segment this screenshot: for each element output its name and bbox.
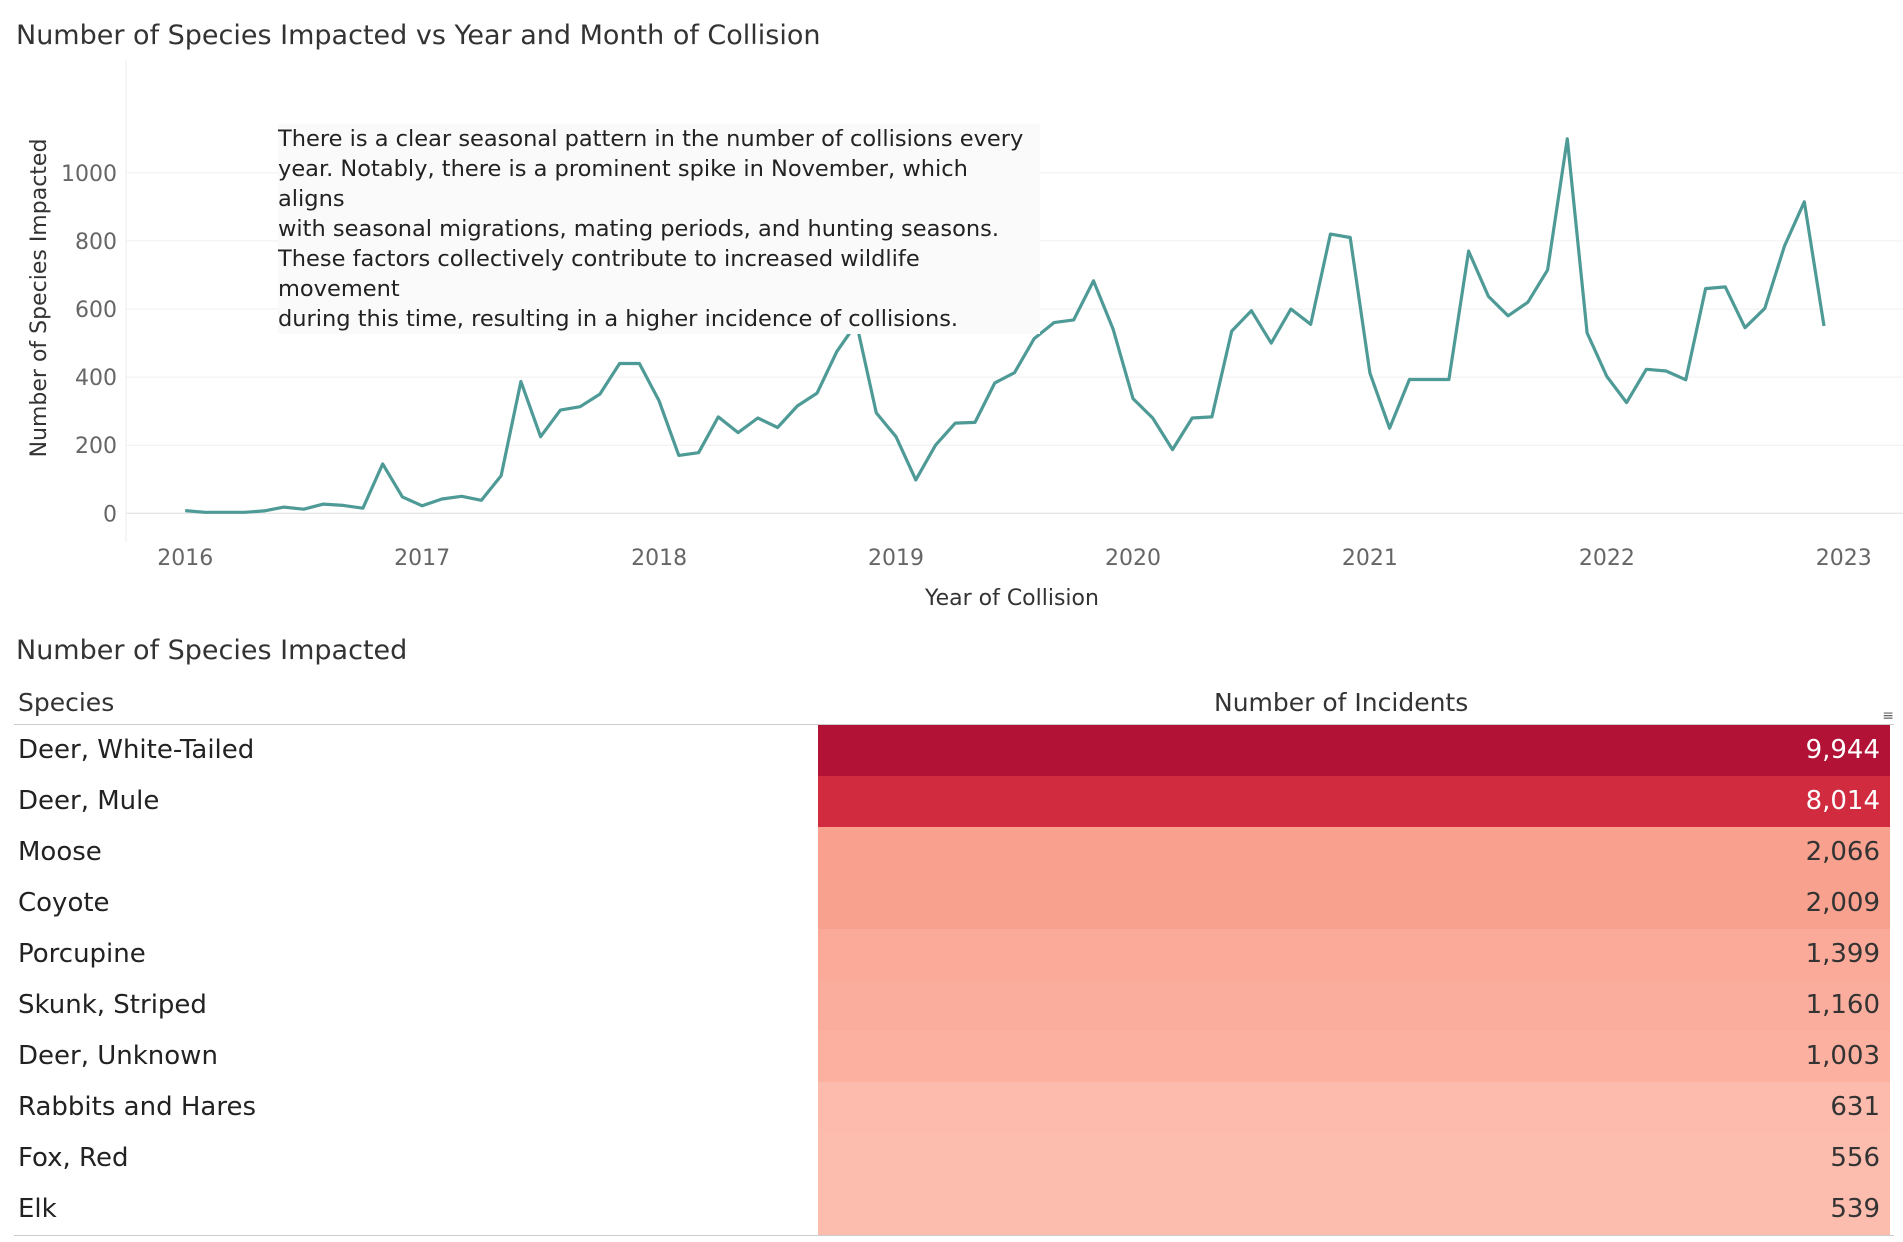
incident-count: 556: [1830, 1143, 1880, 1173]
incident-color-cell: [818, 980, 1890, 1031]
incident-color-cell: [818, 1184, 1890, 1235]
table-row[interactable]: Skunk, Striped 1,160: [14, 980, 1894, 1031]
x-tick-label: 2017: [394, 546, 450, 571]
incident-color-cell: [818, 878, 1890, 929]
y-tick-label: 400: [75, 366, 117, 391]
x-tick-label: 2019: [868, 546, 924, 571]
x-axis-title: Year of Collision: [924, 586, 1099, 611]
species-name: Deer, White-Tailed: [18, 735, 255, 765]
table-row[interactable]: Porcupine 1,399: [14, 929, 1894, 980]
incident-count: 8,014: [1805, 786, 1880, 816]
y-axis-ticks: 0 200 400 600 800 1000: [61, 162, 117, 527]
incident-count: 2,009: [1805, 888, 1880, 918]
incident-count: 631: [1830, 1092, 1880, 1122]
y-tick-label: 800: [75, 230, 117, 255]
incident-color-cell: [818, 725, 1890, 776]
table-header: Species Number of Incidents ≡: [14, 688, 1894, 725]
incident-count: 1,399: [1805, 939, 1880, 969]
y-tick-label: 600: [75, 298, 117, 323]
x-tick-label: 2021: [1342, 546, 1398, 571]
table-title: Number of Species Impacted: [16, 635, 408, 666]
x-axis-ticks: 2016 2017 2018 2019 2020 2021 2022 2023: [157, 546, 1872, 571]
table-row[interactable]: Moose 2,066: [14, 827, 1894, 878]
species-name: Fox, Red: [18, 1143, 129, 1173]
table-body: Deer, White-Tailed 9,944 Deer, Mule 8,01…: [14, 725, 1894, 1235]
x-tick-label: 2023: [1816, 546, 1872, 571]
incident-color-cell: [818, 827, 1890, 878]
incident-color-cell: [818, 929, 1890, 980]
species-name: Porcupine: [18, 939, 146, 969]
table-row[interactable]: Coyote 2,009: [14, 878, 1894, 929]
table-row[interactable]: Elk 539: [14, 1184, 1894, 1235]
table-row[interactable]: Rabbits and Hares 631: [14, 1082, 1894, 1133]
incident-count: 539: [1830, 1194, 1880, 1224]
x-tick-label: 2018: [631, 546, 687, 571]
x-tick-label: 2020: [1105, 546, 1161, 571]
incident-color-cell: [818, 776, 1890, 827]
y-tick-label: 200: [75, 434, 117, 459]
incident-count: 1,003: [1805, 1041, 1880, 1071]
incident-color-cell: [818, 1133, 1890, 1184]
y-tick-label: 0: [103, 502, 117, 527]
chart-title: Number of Species Impacted vs Year and M…: [16, 20, 821, 51]
y-axis-title: Number of Species Impacted: [27, 139, 52, 458]
species-table: Species Number of Incidents ≡ Deer, Whit…: [14, 688, 1894, 1236]
incident-count: 2,066: [1805, 837, 1880, 867]
species-name: Deer, Mule: [18, 786, 160, 816]
table-bottom-rule: [14, 1235, 1894, 1236]
column-header-incidents[interactable]: Number of Incidents: [1214, 688, 1469, 717]
species-name: Elk: [18, 1194, 57, 1224]
column-header-species[interactable]: Species: [18, 688, 115, 717]
incident-count: 9,944: [1805, 735, 1880, 765]
incident-color-cell: [818, 1082, 1890, 1133]
species-name: Coyote: [18, 888, 110, 918]
y-tick-label: 1000: [61, 162, 117, 187]
table-row[interactable]: Deer, Unknown 1,003: [14, 1031, 1894, 1082]
table-row[interactable]: Fox, Red 556: [14, 1133, 1894, 1184]
incident-color-cell: [818, 1031, 1890, 1082]
table-row[interactable]: Deer, Mule 8,014: [14, 776, 1894, 827]
incident-count: 1,160: [1805, 990, 1880, 1020]
x-tick-label: 2016: [157, 546, 213, 571]
annotation-note: There is a clear seasonal pattern in the…: [278, 124, 1040, 334]
species-name: Moose: [18, 837, 102, 867]
species-name: Rabbits and Hares: [18, 1092, 256, 1122]
x-tick-label: 2022: [1579, 546, 1635, 571]
series-line: [185, 137, 1826, 514]
species-name: Deer, Unknown: [18, 1041, 218, 1071]
species-name: Skunk, Striped: [18, 990, 207, 1020]
table-row[interactable]: Deer, White-Tailed 9,944: [14, 725, 1894, 776]
sort-icon[interactable]: ≡: [1882, 708, 1894, 724]
